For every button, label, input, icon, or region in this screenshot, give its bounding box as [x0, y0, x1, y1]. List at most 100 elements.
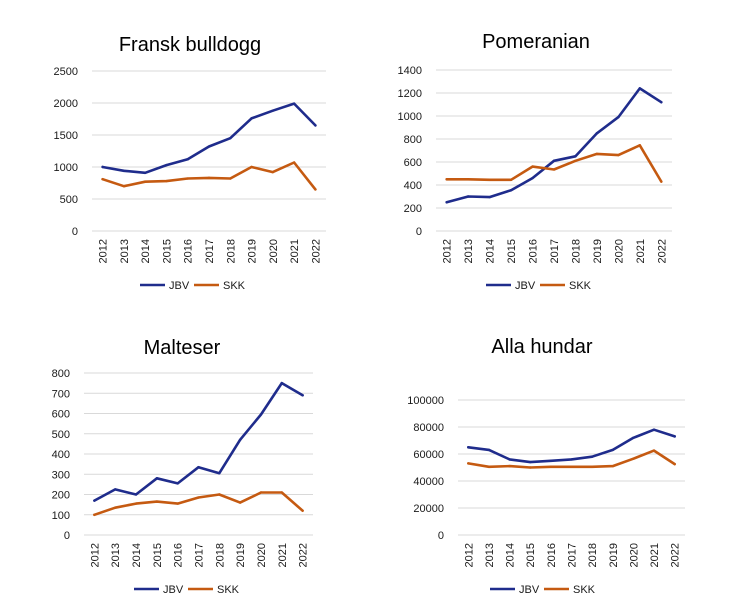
chart-malteser: Malteser 0 100 200 300 400 500 600 700 800 2012 201…	[52, 337, 313, 596]
data-point-jbv	[552, 159, 556, 163]
data-point-skk	[218, 493, 221, 496]
y-tick-label: 2500	[54, 66, 78, 78]
x-tick-label: 2018	[214, 543, 226, 567]
x-tick-label: 2015	[161, 239, 173, 263]
chart-alla-hundar: Alla hundar 0 20000 40000 60000 80000 100000 20…	[407, 336, 685, 596]
data-point-jbv	[467, 446, 470, 449]
data-point-skk	[301, 509, 304, 512]
chart-title: Fransk bulldogg	[119, 34, 261, 56]
y-tick-label: 1200	[398, 88, 422, 100]
series-line-jbv	[101, 102, 317, 175]
data-point-skk	[101, 177, 104, 181]
data-point-skk	[155, 500, 159, 503]
data-point-skk	[93, 513, 96, 516]
y-tick-label: 600	[404, 157, 422, 169]
x-tick-label: 2022	[298, 543, 310, 567]
data-point-jbv	[660, 101, 663, 104]
y-tick-label: 1500	[54, 130, 78, 142]
data-point-skk	[259, 491, 263, 494]
y-tick-label: 100	[52, 510, 70, 522]
x-tick-label: 2017	[204, 239, 216, 263]
data-point-jbv	[165, 163, 168, 167]
y-tick-label: 0	[64, 530, 70, 542]
x-tick-label: 2015	[152, 543, 164, 567]
x-tick-label: 2019	[608, 543, 620, 567]
x-tick-label: 2014	[131, 543, 143, 567]
data-point-jbv	[176, 482, 179, 485]
data-point-skk	[280, 491, 283, 494]
data-point-skk	[487, 465, 491, 469]
data-point-jbv	[207, 145, 211, 148]
data-point-jbv	[509, 188, 513, 192]
data-point-skk	[638, 144, 642, 147]
legend-label-skk: SKK	[573, 584, 596, 596]
x-tick-label: 2017	[194, 543, 206, 567]
data-point-jbv	[508, 458, 511, 461]
data-point-jbv	[250, 117, 253, 120]
x-tick-label: 2014	[140, 239, 152, 263]
data-point-skk	[549, 465, 553, 469]
data-point-skk	[467, 462, 470, 465]
data-point-jbv	[314, 124, 317, 127]
x-tick-label: 2012	[89, 543, 101, 567]
data-point-skk	[673, 462, 676, 466]
legend: JBV SKK	[140, 280, 246, 292]
data-point-jbv	[638, 87, 642, 90]
x-tick-label: 2018	[587, 543, 599, 567]
y-tick-label: 800	[404, 134, 422, 146]
chart-title: Malteser	[144, 337, 221, 359]
x-tick-label: 2021	[289, 239, 301, 263]
x-tick-label: 2013	[484, 543, 496, 567]
data-point-skk	[660, 180, 663, 183]
data-point-skk	[122, 185, 126, 188]
data-point-jbv	[570, 458, 573, 461]
legend: JBV SKK	[486, 280, 592, 292]
x-tick-label: 2019	[247, 239, 259, 263]
y-tick-label: 2000	[54, 98, 78, 110]
x-tick-label: 2016	[183, 239, 195, 263]
x-tick-label: 2021	[277, 543, 289, 567]
data-point-jbv	[617, 115, 620, 119]
x-tick-label: 2012	[442, 239, 454, 263]
data-point-skk	[652, 449, 656, 452]
x-tick-label: 2016	[528, 239, 540, 263]
data-point-jbv	[488, 195, 491, 199]
data-point-skk	[508, 464, 511, 468]
data-point-skk	[445, 178, 448, 181]
y-tick-label: 500	[52, 429, 70, 441]
data-point-skk	[165, 179, 168, 183]
data-point-skk	[238, 501, 242, 504]
data-point-skk	[574, 159, 577, 163]
y-tick-label: 200	[404, 203, 422, 215]
data-point-skk	[143, 180, 147, 183]
x-tick-label: 2015	[506, 239, 518, 263]
x-tick-label: 2016	[546, 543, 558, 567]
data-point-jbv	[218, 472, 221, 475]
data-point-jbv	[155, 477, 159, 480]
data-point-skk	[552, 168, 556, 171]
y-tick-label: 200	[52, 490, 70, 502]
x-tick-label: 2021	[635, 239, 647, 263]
legend-label-jbv: JBV	[519, 584, 540, 596]
x-tick-label: 2018	[570, 239, 582, 263]
x-tick-label: 2022	[656, 239, 668, 263]
data-point-jbv	[271, 109, 275, 112]
y-tick-label: 800	[52, 368, 70, 380]
series-line-skk	[445, 144, 663, 183]
series-line-jbv	[466, 428, 677, 464]
data-point-skk	[114, 506, 117, 509]
data-point-skk	[197, 496, 200, 499]
legend-label-jbv: JBV	[515, 280, 536, 292]
data-point-skk	[488, 178, 491, 182]
data-point-skk	[529, 466, 532, 469]
x-tick-label: 2020	[256, 543, 268, 567]
data-point-jbv	[301, 394, 304, 397]
data-point-skk	[466, 178, 470, 181]
chart-fransk-bulldogg: Fransk bulldogg 0 500 1000 1500 2000 2500 2012 2…	[54, 34, 326, 292]
legend-label-jbv: JBV	[163, 584, 184, 596]
data-point-skk	[292, 161, 296, 164]
data-point-skk	[134, 502, 138, 505]
y-tick-label: 600	[52, 409, 70, 421]
legend: JBV SKK	[134, 584, 240, 596]
legend: JBV SKK	[490, 584, 596, 596]
